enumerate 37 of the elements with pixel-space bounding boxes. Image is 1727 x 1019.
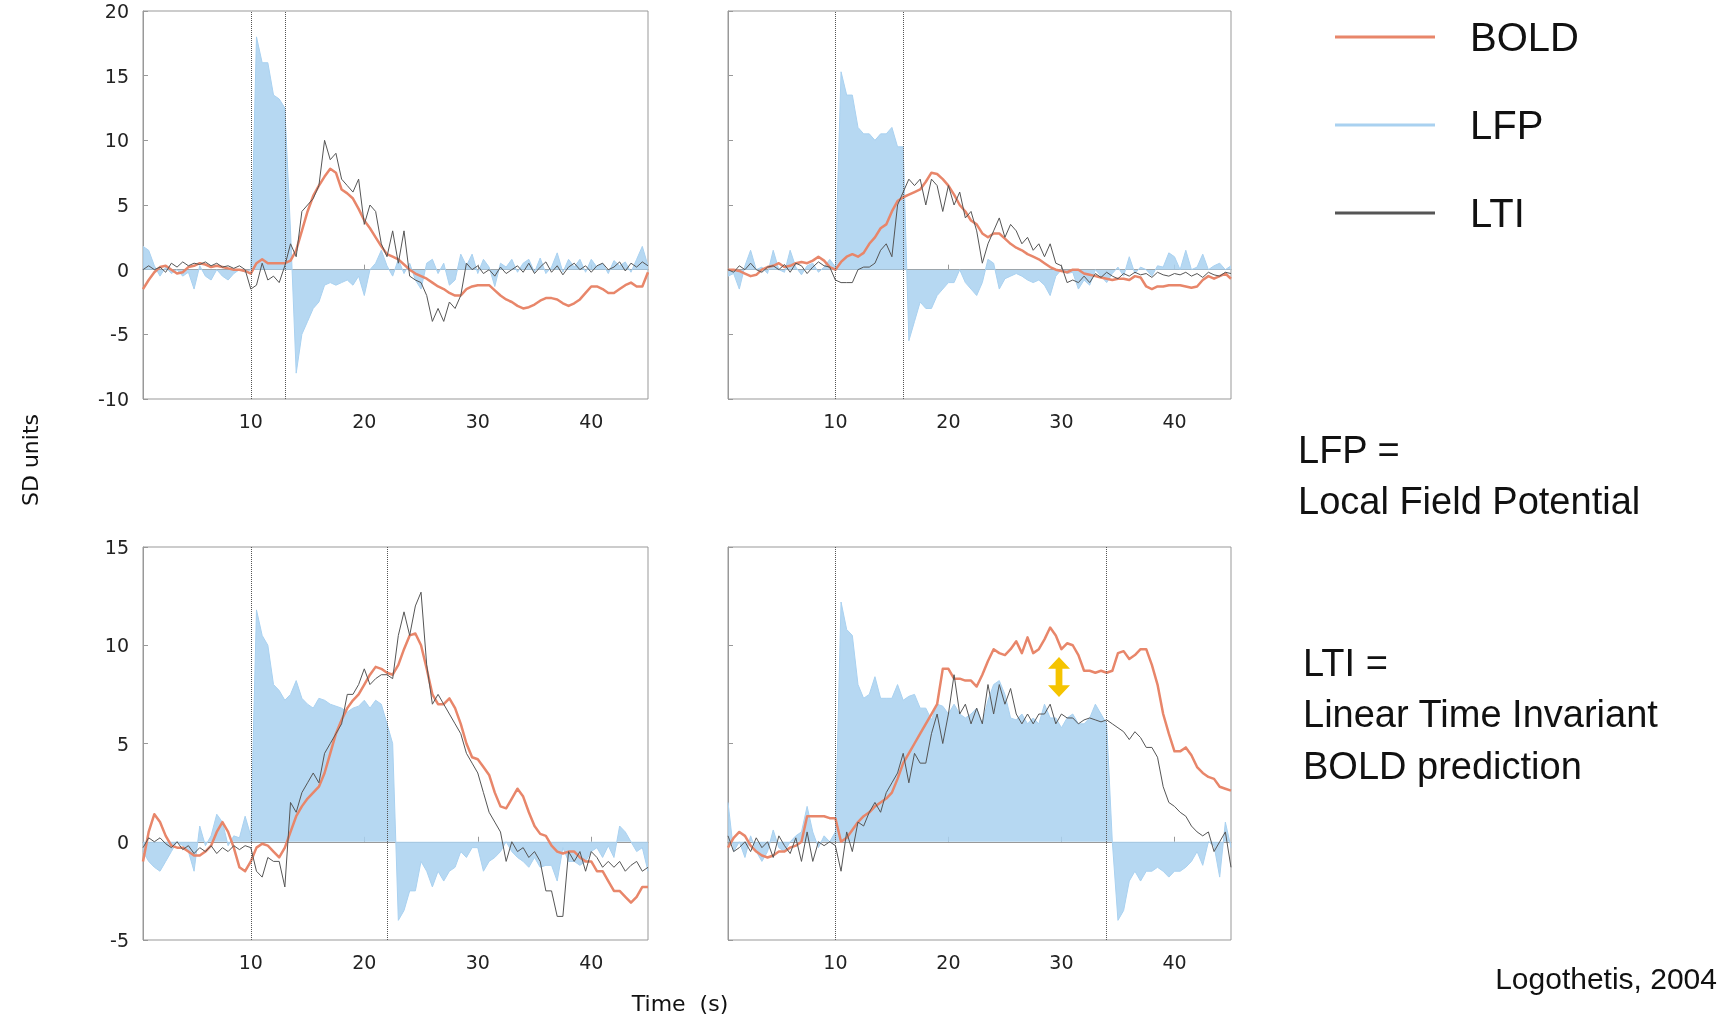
- text: Logothetis, 2004: [1495, 962, 1717, 996]
- x-tick-label: 30: [465, 409, 490, 432]
- text: LTI = Linear Time Invariant BOLD prediction: [1303, 641, 1658, 789]
- y-tick-label: 15: [104, 536, 129, 558]
- x-tick-label: 40: [579, 409, 604, 432]
- x-tick-label: 10: [823, 409, 848, 432]
- text: LFP = Local Field Potential: [1298, 428, 1641, 525]
- y-tick-label: -10: [97, 388, 129, 410]
- x-tick-label: 20: [352, 950, 377, 973]
- legend-label: BOLD: [1470, 15, 1579, 59]
- x-tick-label: 20: [352, 409, 377, 432]
- x-tick-label: 40: [1162, 950, 1187, 973]
- y-axis-title: SD units: [17, 414, 43, 506]
- x-tick-label: 30: [1049, 409, 1074, 432]
- x-tick-label: 30: [1049, 950, 1074, 973]
- x-tick-label: 40: [579, 950, 604, 973]
- x-tick-label: 20: [936, 950, 961, 973]
- x-tick-label: 10: [238, 409, 263, 432]
- y-tick-label: 0: [116, 258, 129, 281]
- legend-label: LTI: [1470, 191, 1525, 235]
- y-tick-label: 15: [104, 64, 129, 87]
- y-tick-label: 5: [116, 732, 129, 755]
- x-tick-label: 40: [1162, 409, 1187, 432]
- legend-label: LFP: [1470, 103, 1544, 147]
- x-tick-label: 10: [238, 950, 263, 973]
- y-tick-label: -5: [110, 929, 129, 951]
- y-tick-label: 10: [104, 129, 129, 152]
- y-tick-label: 20: [104, 0, 129, 22]
- x-axis-title: Time (s): [631, 990, 729, 1016]
- line-series: [141, 167, 650, 310]
- x-tick-label: 10: [823, 950, 848, 973]
- y-tick-label: -5: [110, 323, 129, 346]
- y-tick-label: 5: [116, 194, 129, 216]
- x-tick-label: 20: [936, 409, 961, 432]
- y-tick-label: 10: [104, 634, 129, 657]
- x-tick-label: 30: [465, 950, 490, 973]
- y-tick-label: 0: [116, 830, 129, 853]
